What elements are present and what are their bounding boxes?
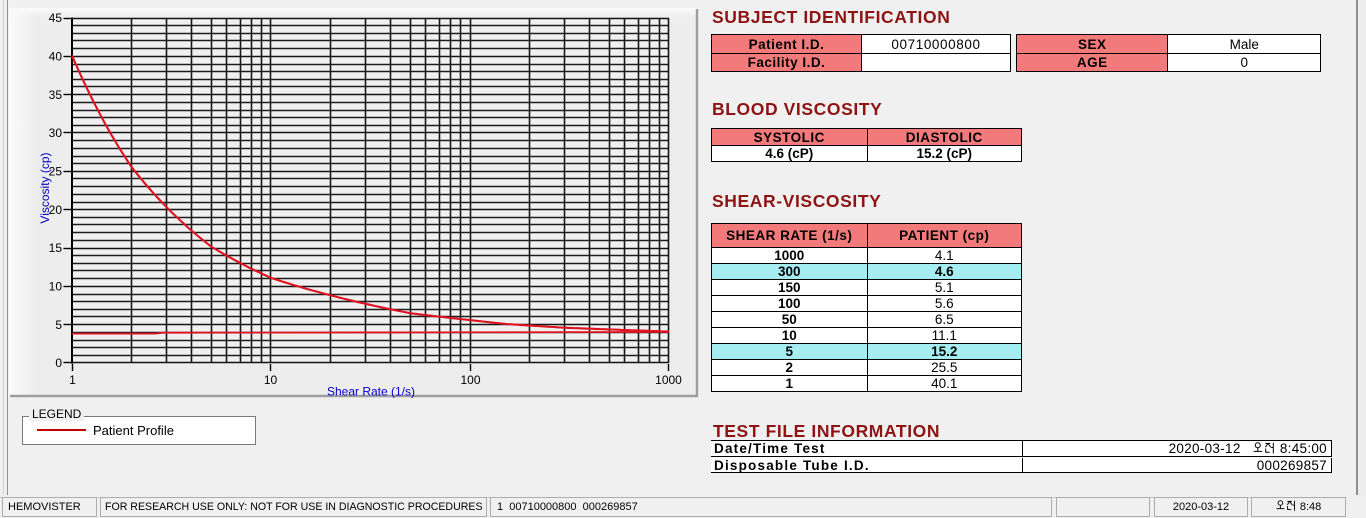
svg-text:0: 0 bbox=[55, 356, 62, 370]
svg-text:40: 40 bbox=[49, 50, 63, 64]
svg-text:Shear Rate (1/s): Shear Rate (1/s) bbox=[327, 385, 415, 399]
svg-text:10: 10 bbox=[49, 280, 63, 294]
svg-text:Viscosity (cp): Viscosity (cp) bbox=[38, 152, 52, 223]
svg-text:1: 1 bbox=[69, 373, 76, 387]
svg-text:20: 20 bbox=[49, 203, 63, 217]
svg-text:15: 15 bbox=[49, 241, 63, 255]
svg-text:100: 100 bbox=[460, 373, 480, 387]
svg-text:25: 25 bbox=[49, 165, 63, 179]
svg-text:5: 5 bbox=[55, 318, 62, 332]
svg-text:45: 45 bbox=[49, 11, 63, 25]
svg-text:10: 10 bbox=[264, 373, 278, 387]
svg-text:35: 35 bbox=[49, 88, 63, 102]
svg-text:30: 30 bbox=[49, 126, 63, 140]
svg-text:1000: 1000 bbox=[655, 373, 682, 387]
